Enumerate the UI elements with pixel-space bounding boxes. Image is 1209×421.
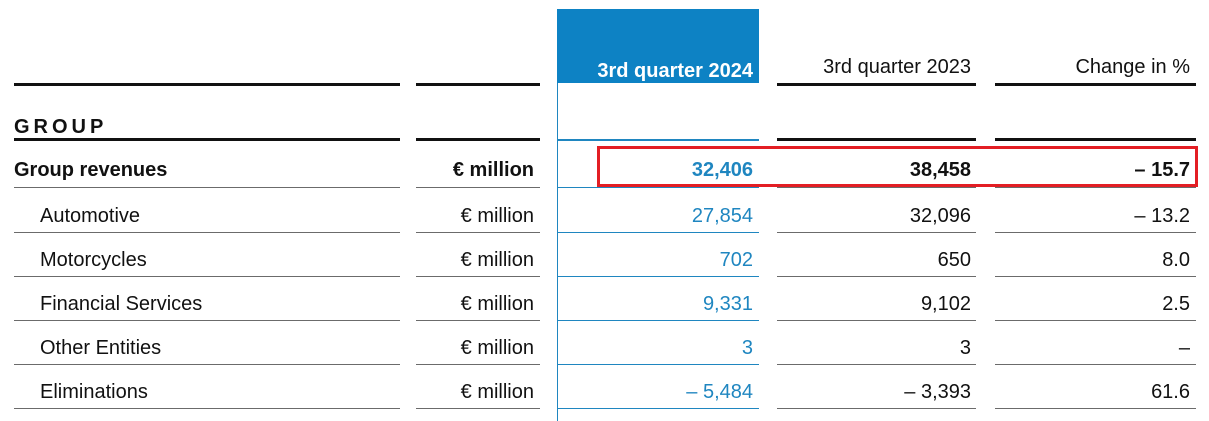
header-rule-change [995, 83, 1196, 86]
row-unit-automotive: € million [460, 205, 534, 227]
cell-change-eliminations: 61.6 [1151, 381, 1190, 403]
group-rule-q2023 [777, 138, 976, 141]
cell-q2023-eliminations: – 3,393 [904, 381, 971, 403]
column-header-q2024: 3rd quarter 2024 [597, 60, 753, 82]
section-title-group: GROUP [14, 116, 108, 138]
cell-q2024-eliminations: – 5,484 [686, 381, 753, 403]
column-header-change: Change in % [1075, 56, 1190, 78]
row-unit-motorcycles: € million [460, 249, 534, 271]
row-unit-group-revenues: € million [452, 159, 534, 181]
row-separator [14, 276, 400, 277]
cell-q2024-other-entities: 3 [741, 337, 753, 359]
cell-change-other-entities: – [1178, 337, 1190, 359]
cell-q2023-automotive: 32,096 [909, 205, 971, 227]
row-separator [557, 320, 759, 321]
group-rule-q2024 [557, 139, 759, 141]
row-separator [995, 320, 1196, 321]
cell-q2024-financial-services: 9,331 [702, 293, 753, 315]
row-separator [777, 364, 976, 365]
row-label-automotive: Automotive [40, 205, 141, 227]
highlight-box [597, 146, 1198, 187]
column-header-q2023: 3rd quarter 2023 [823, 56, 971, 78]
row-separator [416, 187, 540, 188]
row-separator [416, 232, 540, 233]
group-rule-change [995, 138, 1196, 141]
current-quarter-header-band [557, 9, 759, 83]
cell-q2024-automotive: 27,854 [691, 205, 753, 227]
row-separator [557, 276, 759, 277]
row-separator [416, 276, 540, 277]
cell-change-financial-services: 2.5 [1162, 293, 1190, 315]
row-separator [777, 187, 976, 188]
cell-change-motorcycles: 8.0 [1162, 249, 1190, 271]
header-rule-unit [416, 83, 540, 86]
row-separator [14, 320, 400, 321]
row-separator [777, 276, 976, 277]
cell-change-group-revenues: – 15.7 [1134, 159, 1190, 181]
cell-q2023-group-revenues: 38,458 [909, 159, 971, 181]
row-separator [557, 408, 759, 409]
group-rule-unit [416, 138, 540, 141]
cell-q2023-other-entities: 3 [959, 337, 971, 359]
row-separator [777, 320, 976, 321]
row-separator [995, 408, 1196, 409]
row-separator [14, 408, 400, 409]
row-separator [557, 232, 759, 233]
row-unit-other-entities: € million [460, 337, 534, 359]
row-label-other-entities: Other Entities [40, 337, 162, 359]
row-label-eliminations: Eliminations [40, 381, 148, 403]
row-separator [557, 364, 759, 365]
cell-q2023-financial-services: 9,102 [920, 293, 971, 315]
row-separator [557, 187, 759, 188]
row-separator [14, 232, 400, 233]
row-separator [995, 232, 1196, 233]
row-separator [777, 232, 976, 233]
row-separator [14, 187, 400, 188]
row-separator [14, 364, 400, 365]
row-separator [995, 187, 1196, 188]
row-separator [995, 364, 1196, 365]
row-unit-financial-services: € million [460, 293, 534, 315]
row-label-group-revenues: Group revenues [14, 159, 168, 181]
cell-q2023-motorcycles: 650 [937, 249, 971, 271]
row-separator [416, 364, 540, 365]
row-separator [416, 320, 540, 321]
row-separator [995, 276, 1196, 277]
row-separator [777, 408, 976, 409]
cell-q2024-motorcycles: 702 [719, 249, 753, 271]
row-separator [416, 408, 540, 409]
current-quarter-column-line [557, 83, 558, 421]
header-rule-label [14, 83, 400, 86]
cell-change-automotive: – 13.2 [1134, 205, 1190, 227]
cell-q2024-group-revenues: 32,406 [691, 159, 753, 181]
row-label-motorcycles: Motorcycles [40, 249, 147, 271]
row-label-financial-services: Financial Services [40, 293, 203, 315]
header-rule-q2023 [777, 83, 976, 86]
row-unit-eliminations: € million [460, 381, 534, 403]
group-rule-label [14, 138, 400, 141]
